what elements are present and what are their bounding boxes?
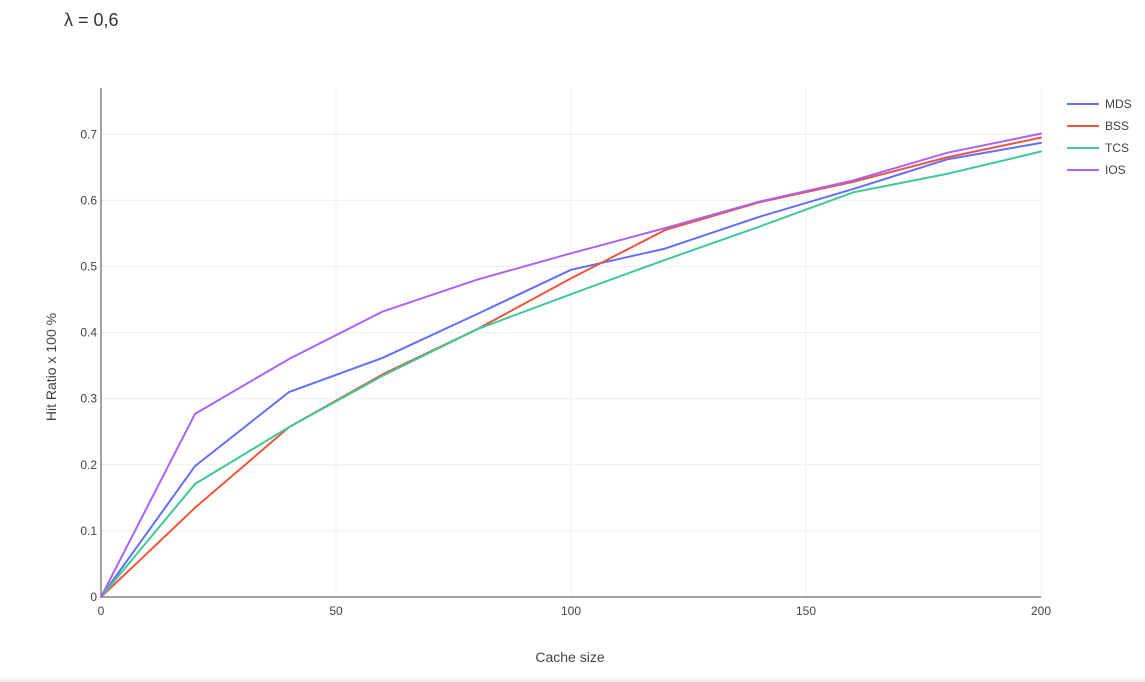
y-tick-label: 0.2 — [80, 458, 97, 472]
y-tick-label: 0 — [90, 590, 97, 604]
legend[interactable]: MDS BSS TCS IOS — [1067, 97, 1132, 177]
series-line-mds — [100, 141, 1042, 598]
y-tick-label: 0.4 — [80, 326, 97, 340]
x-tick-label: 0 — [98, 604, 105, 618]
legend-item-mds[interactable]: MDS — [1067, 97, 1132, 111]
x-tick-label: 150 — [796, 604, 816, 618]
x-tick-label: 100 — [561, 604, 581, 618]
bottom-edge-shadow — [0, 676, 1145, 682]
series-line-bss — [100, 136, 1042, 598]
y-tick-label: 0.6 — [80, 193, 97, 207]
series-line-tcs — [100, 150, 1042, 598]
y-tick-label: 0.5 — [80, 259, 97, 273]
series-lines — [100, 132, 1042, 598]
legend-label: IOS — [1105, 163, 1126, 177]
y-tick-label: 0.3 — [80, 392, 97, 406]
zero-lines — [100, 88, 1041, 598]
y-tick-label: 0.1 — [80, 524, 97, 538]
legend-label: MDS — [1105, 97, 1132, 111]
x-tick-label: 50 — [329, 604, 343, 618]
legend-item-bss[interactable]: BSS — [1067, 119, 1129, 133]
legend-item-tcs[interactable]: TCS — [1067, 141, 1129, 155]
grid-lines — [101, 88, 1042, 597]
x-axis-title: Cache size — [535, 649, 604, 665]
legend-item-ios[interactable]: IOS — [1067, 163, 1126, 177]
x-axis-ticks: 0 50 100 150 200 — [98, 604, 1052, 618]
y-axis-title: Hit Ratio x 100 % — [43, 313, 59, 421]
y-axis-ticks: 0 0.1 0.2 0.3 0.4 0.5 0.6 0.7 — [80, 127, 97, 604]
series-line-ios — [100, 132, 1042, 598]
legend-label: TCS — [1105, 141, 1129, 155]
x-tick-label: 200 — [1031, 604, 1051, 618]
y-tick-label: 0.7 — [80, 127, 97, 141]
chart-title: λ = 0,6 — [64, 10, 119, 30]
legend-label: BSS — [1105, 119, 1129, 133]
